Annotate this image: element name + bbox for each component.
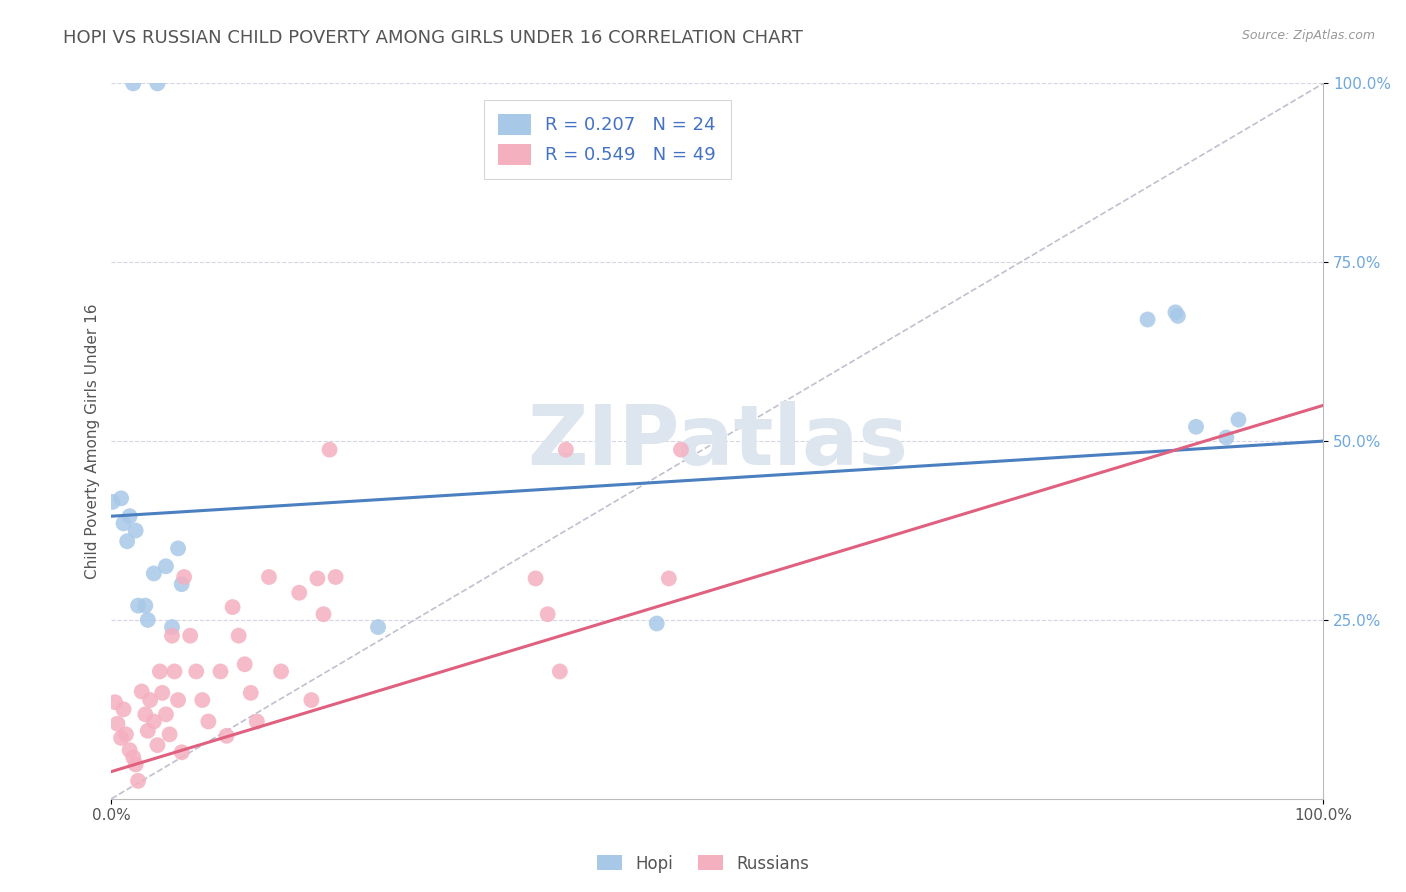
Point [233,657,256,672]
Point [270,665,292,679]
Point [127,599,149,613]
Point [197,714,219,729]
Point [149,665,172,679]
Point [163,665,186,679]
Point [645,616,668,631]
Legend: Hopi, Russians: Hopi, Russians [591,848,815,880]
Point [179,629,201,643]
Point [139,693,162,707]
Point [537,607,560,622]
Point [524,571,547,585]
Point [127,773,149,788]
Point [115,727,138,741]
Point [170,745,193,759]
Point [170,577,193,591]
Point [209,665,232,679]
Point [1227,412,1250,426]
Point [167,541,190,556]
Point [118,743,141,757]
Point [299,693,322,707]
Point [134,599,156,613]
Point [221,600,243,615]
Point [136,613,159,627]
Point [110,491,132,506]
Point [160,629,183,643]
Point [257,570,280,584]
Point [669,442,692,457]
Point [548,665,571,679]
Point [1185,419,1208,434]
Point [112,702,135,716]
Point [155,707,177,722]
Point [150,686,173,700]
Point [239,686,262,700]
Point [215,729,238,743]
Legend: R = 0.207   N = 24, R = 0.549   N = 49: R = 0.207 N = 24, R = 0.549 N = 49 [484,100,731,179]
Point [318,442,340,457]
Point [110,731,132,745]
Text: Source: ZipAtlas.com: Source: ZipAtlas.com [1241,29,1375,42]
Point [228,629,250,643]
Point [146,738,169,752]
Point [1164,305,1187,319]
Point [104,695,127,709]
Point [325,570,347,584]
Point [288,586,311,600]
Point [136,723,159,738]
Point [173,570,195,584]
Point [146,77,169,91]
Point [160,620,183,634]
Point [122,77,145,91]
Point [142,714,165,729]
Text: ZIPatlas: ZIPatlas [527,401,908,482]
Point [307,571,329,585]
Point [658,571,681,585]
Point [131,684,153,698]
Point [367,620,389,634]
Point [134,707,156,722]
Point [124,524,146,538]
Point [191,693,214,707]
Point [1167,309,1189,323]
Point [142,566,165,581]
Point [115,534,138,549]
Point [186,665,208,679]
Point [312,607,335,622]
Point [118,509,141,524]
Point [159,727,181,741]
Point [122,750,145,764]
Point [1215,430,1237,444]
Text: HOPI VS RUSSIAN CHILD POVERTY AMONG GIRLS UNDER 16 CORRELATION CHART: HOPI VS RUSSIAN CHILD POVERTY AMONG GIRL… [63,29,803,46]
Point [155,559,177,574]
Y-axis label: Child Poverty Among Girls Under 16: Child Poverty Among Girls Under 16 [86,303,100,579]
Point [124,757,146,772]
Point [107,716,129,731]
Point [112,516,135,531]
Point [101,495,124,509]
Point [554,442,576,457]
Point [246,714,269,729]
Point [1136,312,1159,326]
Point [167,693,190,707]
